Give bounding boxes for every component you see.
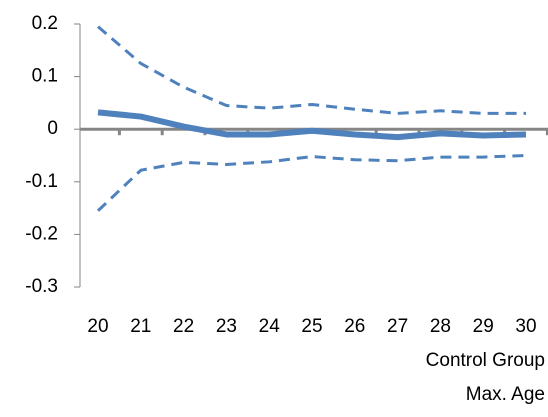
x-tick-label: 25 (301, 316, 322, 337)
x-axis-title: Control Group (426, 350, 545, 371)
x-tick-label: 20 (87, 316, 108, 337)
x-tick-label: 30 (515, 316, 536, 337)
x-tick-label: 23 (216, 316, 237, 337)
y-tick-label: 0 (47, 118, 58, 139)
y-tick-label: -0.3 (25, 276, 58, 297)
x-tick-label: 27 (387, 316, 408, 337)
x-tick-label: 28 (430, 316, 451, 337)
x-tick-label: 21 (130, 316, 151, 337)
x-tick-label: 24 (259, 316, 281, 337)
bound-line (96, 154, 527, 212)
x-tick-label: 26 (344, 316, 365, 337)
estimate-line (97, 109, 527, 141)
y-tick-label: 0.2 (32, 13, 58, 34)
x-tick-label: 29 (473, 316, 494, 337)
x-tick-label: 22 (173, 316, 194, 337)
y-tick-label: 0.1 (32, 66, 58, 87)
bound-line (97, 25, 526, 115)
y-tick-label: -0.2 (25, 223, 58, 244)
x-axis-title: Max. Age (466, 384, 545, 405)
y-tick-label: -0.1 (25, 171, 58, 192)
